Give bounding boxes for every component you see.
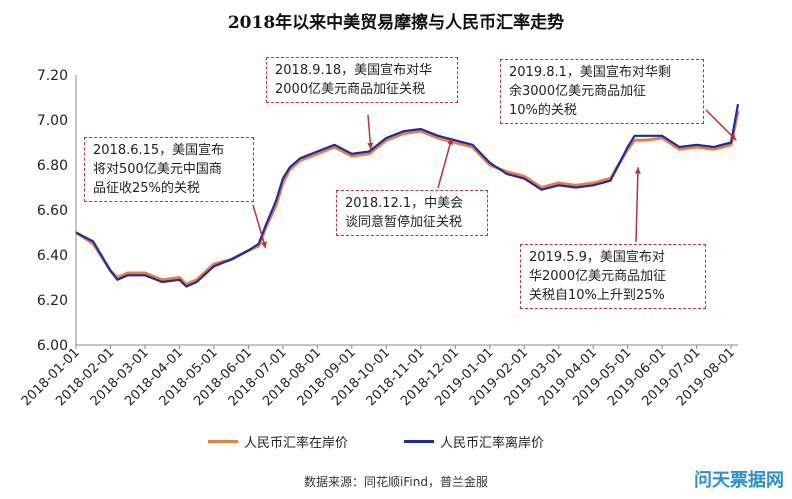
y-tick-label: 6.00: [37, 338, 68, 354]
legend-offshore: 人民币汇率离岸价: [404, 432, 544, 451]
annotation-2018-09-18: 2018.9.18，美国宣布对华 2000亿美元商品加征关税: [266, 57, 458, 103]
annotation-arrow-head: [634, 167, 641, 174]
data-source: 数据来源：同花顺iFind，普兰金服: [304, 475, 488, 489]
legend-offshore-swatch: [404, 440, 434, 443]
chart-title: 2018年以来中美贸易摩擦与人民币汇率走势: [227, 13, 565, 33]
annotation-arrow-line: [705, 109, 737, 141]
annotation-2019-08-01: 2019.8.1，美国宣布对华剩 余3000亿美元商品加征 10%的关税: [500, 59, 704, 124]
annotation-arrow-line: [437, 137, 453, 189]
annotation-2018-12-01: 2018.12.1，中美会 谈同意暂停加征关税: [336, 190, 488, 236]
legend-onshore-label: 人民币汇率在岸价: [244, 436, 349, 451]
annotation-2018-06-15: 2018.6.15，美国宣布 将对500亿美元中国商 品征收25%的关税: [84, 137, 254, 202]
annotation-arrow-head: [729, 133, 737, 141]
annotation-arrow-head: [367, 142, 374, 150]
y-tick-label: 6.20: [37, 293, 68, 309]
exchange-rate-chart: 7.207.006.806.606.406.206.002018-01-0120…: [19, 68, 740, 409]
annotation-arrow-head: [260, 241, 267, 249]
y-tick-label: 6.60: [37, 203, 68, 219]
watermark-logo: 问天票据网: [694, 470, 784, 491]
y-tick-label: 6.40: [37, 248, 68, 264]
y-tick-label: 7.00: [37, 113, 68, 129]
y-tick-label: 6.80: [37, 158, 68, 174]
legend-onshore-swatch: [208, 440, 238, 443]
legend-offshore-label: 人民币汇率离岸价: [440, 436, 545, 451]
annotation-arrow-line: [635, 167, 639, 243]
legend-onshore: 人民币汇率在岸价: [208, 432, 348, 451]
series-offshore-line: [75, 104, 740, 288]
annotation-arrow-line: [252, 204, 267, 249]
annotation-arrow-head: [447, 138, 454, 145]
annotation-2019-05-09: 2019.5.9，美国宣布对 华2000亿美元商品加征 关税自10%上升到25%: [520, 244, 706, 309]
y-tick-label: 7.20: [37, 68, 68, 84]
series-onshore-line: [75, 110, 740, 286]
